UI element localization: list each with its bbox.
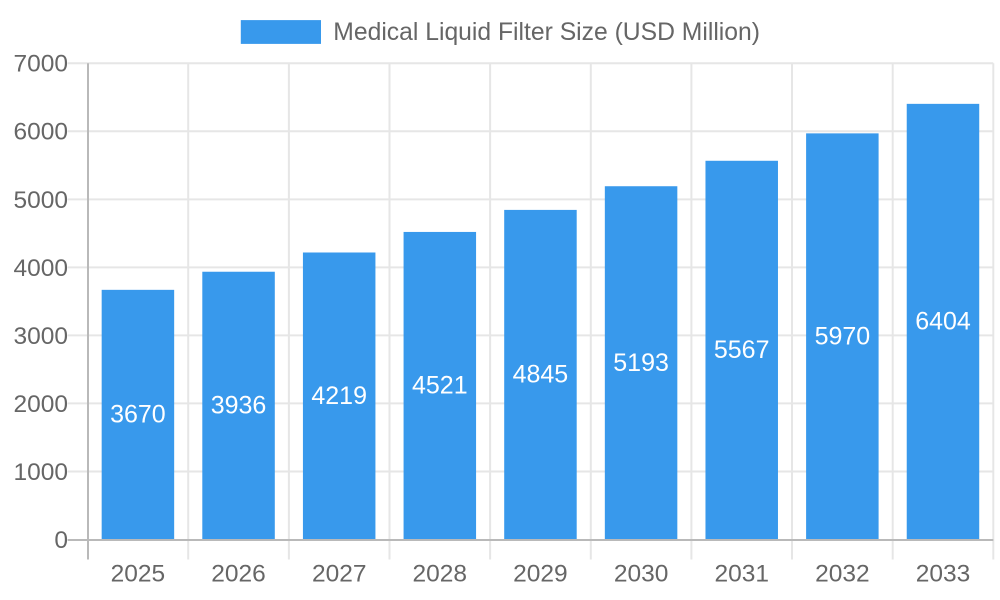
svg-text:0: 0 (54, 527, 68, 554)
svg-text:5193: 5193 (613, 349, 669, 377)
svg-text:4521: 4521 (412, 372, 468, 400)
svg-text:2031: 2031 (714, 561, 769, 588)
svg-text:2026: 2026 (211, 561, 266, 588)
svg-text:4845: 4845 (513, 361, 569, 389)
svg-text:2025: 2025 (111, 561, 166, 588)
svg-text:6000: 6000 (13, 119, 68, 146)
svg-text:5567: 5567 (714, 336, 770, 364)
svg-text:5000: 5000 (13, 187, 68, 214)
svg-text:2032: 2032 (815, 561, 870, 588)
svg-text:1000: 1000 (13, 459, 68, 486)
svg-text:2000: 2000 (13, 391, 68, 418)
svg-text:Medical Liquid Filter Size (US: Medical Liquid Filter Size (USD Million) (333, 19, 760, 46)
svg-text:4219: 4219 (311, 382, 367, 410)
svg-text:2028: 2028 (413, 561, 468, 588)
svg-text:2033: 2033 (916, 561, 971, 588)
svg-text:7000: 7000 (13, 51, 68, 78)
svg-text:5970: 5970 (815, 322, 871, 350)
svg-text:3670: 3670 (110, 401, 166, 429)
svg-text:2029: 2029 (513, 561, 568, 588)
svg-text:2027: 2027 (312, 561, 367, 588)
svg-text:6404: 6404 (915, 308, 971, 336)
svg-text:4000: 4000 (13, 255, 68, 282)
svg-text:2030: 2030 (614, 561, 669, 588)
svg-text:3936: 3936 (211, 392, 267, 420)
svg-text:3000: 3000 (13, 323, 68, 350)
